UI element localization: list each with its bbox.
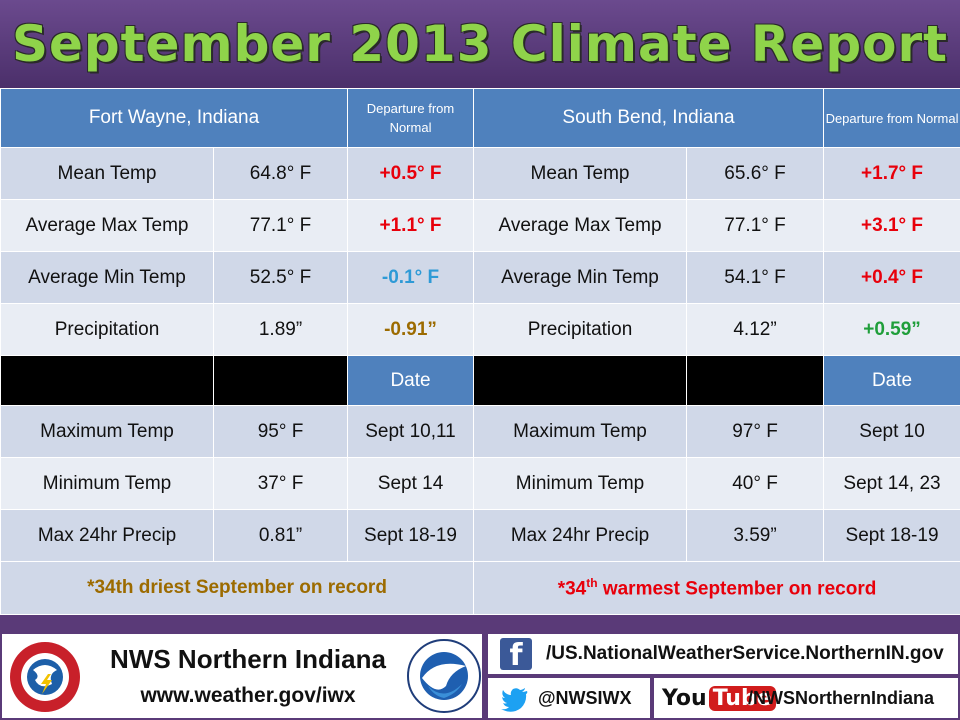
youtube-icon: You Tube (662, 683, 776, 713)
fw-extreme-label: Maximum Temp (0, 405, 214, 458)
org-name: NWS Northern Indiana (110, 644, 386, 674)
sb-extreme-label: Max 24hr Precip (473, 509, 688, 562)
fw-row-departure: +1.1° F (347, 199, 475, 252)
sb-row-value: 65.6° F (686, 147, 825, 200)
sb-extreme-date: Sept 14, 23 (823, 457, 960, 510)
table-row: Mean Temp 64.8° F +0.5° F Mean Temp 65.6… (0, 147, 960, 200)
south-bend-note: *34th warmest September on record (473, 561, 960, 615)
fw-extreme-date: Sept 10,11 (347, 405, 475, 458)
youtube-logo-you: You (662, 685, 707, 711)
blank-cell (686, 355, 825, 406)
fw-row-value: 77.1° F (212, 199, 349, 252)
sb-row-departure: +3.1° F (823, 199, 960, 252)
nws-logo-icon (10, 642, 80, 712)
fw-row-value: 64.8° F (212, 147, 349, 200)
fw-row-departure: +0.5° F (347, 147, 475, 200)
note-suffix: warmest September on record (597, 578, 877, 600)
youtube-link[interactable]: You Tube /NWSNorthernIndiana (652, 676, 960, 720)
note-superscript: th (586, 575, 598, 590)
title-bar: September 2013 Climate Report (0, 0, 960, 88)
nws-branding: NWS Northern Indiana www.weather.gov/iwx (0, 632, 484, 720)
south-bend-city-header: South Bend, Indiana (473, 88, 825, 148)
fw-extreme-date: Sept 14 (347, 457, 475, 510)
fw-row-value: 52.5° F (212, 251, 349, 304)
sb-extreme-date: Sept 10 (823, 405, 960, 458)
note-prefix: *34 (557, 578, 587, 600)
fort-wayne-departure-header: Departure from Normal (347, 88, 475, 148)
fw-extreme-value: 0.81” (212, 509, 349, 562)
sb-extreme-date: Sept 18-19 (823, 509, 960, 562)
fw-row-label: Average Min Temp (0, 251, 214, 304)
south-bend-departure-header: Departure from Normal (823, 88, 960, 148)
twitter-handle[interactable]: @NWSIWX (538, 688, 632, 708)
header-row: Fort Wayne, Indiana Departure from Norma… (0, 88, 960, 148)
sb-row-label: Average Max Temp (473, 199, 688, 252)
twitter-icon (501, 688, 528, 712)
sb-row-departure: +1.7° F (823, 147, 960, 200)
fw-row-value: 1.89” (212, 303, 349, 356)
fw-extreme-value: 95° F (212, 405, 349, 458)
youtube-logo-tube: Tube (708, 685, 776, 711)
sb-row-value: 4.12” (686, 303, 825, 356)
sb-row-label: Precipitation (473, 303, 688, 356)
sb-row-departure: +0.4° F (823, 251, 960, 304)
sb-row-label: Mean Temp (473, 147, 688, 200)
table-row: Precipitation 1.89” -0.91” Precipitation… (0, 303, 960, 356)
date-header-row: Date Date (0, 355, 960, 406)
fort-wayne-note: *34th driest September on record (0, 561, 475, 615)
sb-row-departure: +0.59” (823, 303, 960, 356)
sb-row-value: 54.1° F (686, 251, 825, 304)
facebook-handle[interactable]: /US.NationalWeatherService.NorthernIN.go… (546, 643, 944, 664)
facebook-link[interactable]: f /US.NationalWeatherService.NorthernIN.… (486, 632, 960, 676)
table-row: Minimum Temp 37° F Sept 14 Minimum Temp … (0, 457, 960, 510)
table-row: Max 24hr Precip 0.81” Sept 18-19 Max 24h… (0, 509, 960, 562)
fw-row-label: Average Max Temp (0, 199, 214, 252)
blank-cell (212, 355, 349, 406)
fw-row-departure: -0.1° F (347, 251, 475, 304)
org-url[interactable]: www.weather.gov/iwx (140, 684, 356, 707)
sb-extreme-label: Minimum Temp (473, 457, 688, 510)
page-title: September 2013 Climate Report (11, 15, 949, 73)
footer: NWS Northern Indiana www.weather.gov/iwx… (0, 630, 960, 720)
climate-table: Fort Wayne, Indiana Departure from Norma… (0, 88, 960, 615)
sb-row-label: Average Min Temp (473, 251, 688, 304)
sb-extreme-label: Maximum Temp (473, 405, 688, 458)
sb-date-header: Date (823, 355, 960, 406)
noaa-logo-icon (407, 639, 481, 713)
sb-row-value: 77.1° F (686, 199, 825, 252)
fw-extreme-label: Minimum Temp (0, 457, 214, 510)
twitter-link[interactable]: @NWSIWX (486, 676, 652, 720)
fort-wayne-city-header: Fort Wayne, Indiana (0, 88, 349, 148)
table-row: Average Max Temp 77.1° F +1.1° F Average… (0, 199, 960, 252)
sb-extreme-value: 97° F (686, 405, 825, 458)
table-row: Average Min Temp 52.5° F -0.1° F Average… (0, 251, 960, 304)
facebook-icon: f (500, 638, 532, 673)
fw-row-label: Mean Temp (0, 147, 214, 200)
fw-row-label: Precipitation (0, 303, 214, 356)
fw-date-header: Date (347, 355, 475, 406)
fw-extreme-value: 37° F (212, 457, 349, 510)
fw-extreme-date: Sept 18-19 (347, 509, 475, 562)
blank-cell (0, 355, 214, 406)
fw-extreme-label: Max 24hr Precip (0, 509, 214, 562)
fw-row-departure: -0.91” (347, 303, 475, 356)
blank-cell (473, 355, 688, 406)
sb-extreme-value: 40° F (686, 457, 825, 510)
notes-row: *34th driest September on record *34th w… (0, 561, 960, 615)
sb-extreme-value: 3.59” (686, 509, 825, 562)
youtube-handle[interactable]: /NWSNorthernIndiana (748, 688, 935, 708)
table-row: Maximum Temp 95° F Sept 10,11 Maximum Te… (0, 405, 960, 458)
